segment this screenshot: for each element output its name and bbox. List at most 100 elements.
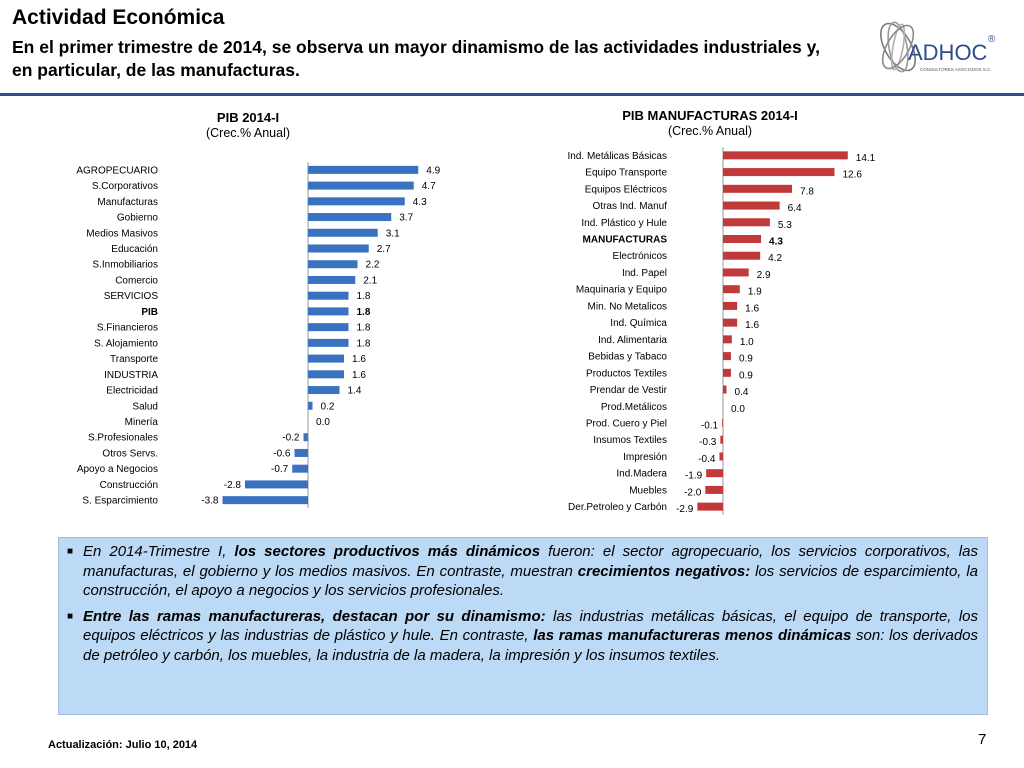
category-label: Medios Masivos xyxy=(86,228,158,239)
value-label: -3.8 xyxy=(201,496,219,507)
chart-subtitle: (Crec.% Anual) xyxy=(206,126,290,140)
bar xyxy=(308,401,313,410)
bar xyxy=(697,502,723,511)
logo-name: ADHOC xyxy=(908,40,988,65)
bold-phrase: las ramas manufactureras menos dinámicas xyxy=(533,627,852,644)
bar xyxy=(705,485,723,494)
bar xyxy=(706,469,723,478)
category-label: Apoyo a Negocios xyxy=(77,464,158,475)
value-label: 1.0 xyxy=(740,337,754,348)
bar xyxy=(308,354,344,363)
chart-pib-manufacturas: PIB MANUFACTURAS 2014-I(Crec.% Anual) Ind… xyxy=(568,108,876,515)
category-label: S. Esparcimiento xyxy=(82,496,158,507)
category-label: Muebles xyxy=(629,485,667,496)
bullet-2: ■ Entre las ramas manufactureras, destac… xyxy=(67,607,978,666)
value-label: 3.1 xyxy=(386,228,400,239)
value-label: 4.3 xyxy=(769,237,783,248)
bar xyxy=(722,419,723,427)
value-label: -2.0 xyxy=(684,487,702,498)
value-label: -0.7 xyxy=(271,464,289,475)
bar xyxy=(303,433,308,442)
category-label: Electricidad xyxy=(106,386,158,397)
value-label: 1.4 xyxy=(348,386,362,397)
page-number: 7 xyxy=(978,731,987,748)
value-label: 14.1 xyxy=(856,153,876,164)
bar xyxy=(723,251,761,260)
bar xyxy=(723,201,780,210)
category-label: Ind.Madera xyxy=(616,469,667,480)
value-label: 3.7 xyxy=(399,213,413,224)
category-label: Ind. Papel xyxy=(622,268,667,279)
category-label: Otros Servs. xyxy=(102,448,158,459)
bar xyxy=(308,386,340,395)
category-label: INDUSTRIA xyxy=(104,370,158,381)
value-label: 2.2 xyxy=(366,260,380,271)
logo-tagline: CONSULTORES ASOCIADOS S.C. xyxy=(920,67,992,72)
value-label: -2.9 xyxy=(676,504,694,515)
value-label: -0.4 xyxy=(698,454,716,465)
category-label: Construcción xyxy=(100,480,158,491)
category-label: Prod.Metálicos xyxy=(601,402,667,413)
chart-pib: PIB 2014-I(Crec.% Anual) AGROPECUARIO 4.9 S… xyxy=(76,110,441,508)
category-label: Prendar de Vestir xyxy=(590,385,668,396)
bar xyxy=(723,352,731,361)
bar xyxy=(308,370,344,379)
category-label: Ind. Química xyxy=(610,318,667,329)
chart-title: PIB 2014-I xyxy=(217,110,279,125)
bar xyxy=(723,335,732,344)
bar xyxy=(308,338,349,347)
category-label: Productos Textiles xyxy=(586,368,667,379)
bullet-marker: ■ xyxy=(67,546,74,557)
value-label: 4.2 xyxy=(768,253,782,264)
bar xyxy=(308,291,349,300)
category-label: Ind. Alimentaria xyxy=(598,335,667,346)
bar xyxy=(308,260,358,269)
bar xyxy=(723,268,749,277)
value-label: 0.9 xyxy=(739,370,753,381)
category-label: PIB xyxy=(141,307,158,318)
bar xyxy=(723,184,793,193)
category-label: S.Corporativos xyxy=(92,181,158,192)
value-label: 5.3 xyxy=(778,220,792,231)
bar xyxy=(723,385,727,394)
bar xyxy=(308,181,414,190)
value-label: 0.0 xyxy=(731,404,745,415)
bar xyxy=(723,218,770,227)
category-label: S.Financieros xyxy=(97,323,158,334)
bar xyxy=(222,496,308,505)
bar xyxy=(723,368,731,377)
category-label: S. Alojamiento xyxy=(94,338,158,349)
bar xyxy=(723,235,762,243)
value-label: 1.8 xyxy=(357,307,371,318)
category-label: Transporte xyxy=(110,354,158,365)
bullet-marker: ■ xyxy=(67,610,74,622)
category-label: Salud xyxy=(132,401,158,412)
bold-phrase: crecimientos negativos: xyxy=(577,562,751,580)
text-phrase: los servicios de esparcimiento, la const… xyxy=(83,562,978,600)
category-label: Gobierno xyxy=(117,213,159,224)
bar xyxy=(723,285,740,294)
value-label: 0.9 xyxy=(739,354,753,365)
bar xyxy=(723,301,738,310)
bar xyxy=(723,318,738,327)
value-label: 4.9 xyxy=(426,165,440,176)
bar xyxy=(294,448,308,457)
category-label: Min. No Metalicos xyxy=(588,301,667,312)
text-phrase: En 2014-Trimestre I, xyxy=(83,543,235,560)
category-label: AGROPECUARIO xyxy=(76,165,158,176)
value-label: 2.9 xyxy=(757,270,771,281)
bar xyxy=(308,244,369,253)
bullet-text: Entre las ramas manufactureras, destacan… xyxy=(83,607,978,666)
category-label: Prod. Cuero y Piel xyxy=(586,419,667,430)
value-label: -0.2 xyxy=(282,433,300,444)
text-phrase: son: los derivados de petróleo y carbón,… xyxy=(83,627,979,664)
header-rule xyxy=(0,93,1024,96)
value-label: 4.3 xyxy=(413,197,427,208)
value-label: 2.7 xyxy=(377,244,391,255)
bar xyxy=(245,480,308,489)
value-label: 0.2 xyxy=(321,401,335,412)
bar xyxy=(308,228,378,237)
value-label: 0.4 xyxy=(735,387,749,398)
value-label: -2.8 xyxy=(224,480,242,491)
value-label: -0.6 xyxy=(273,448,291,459)
